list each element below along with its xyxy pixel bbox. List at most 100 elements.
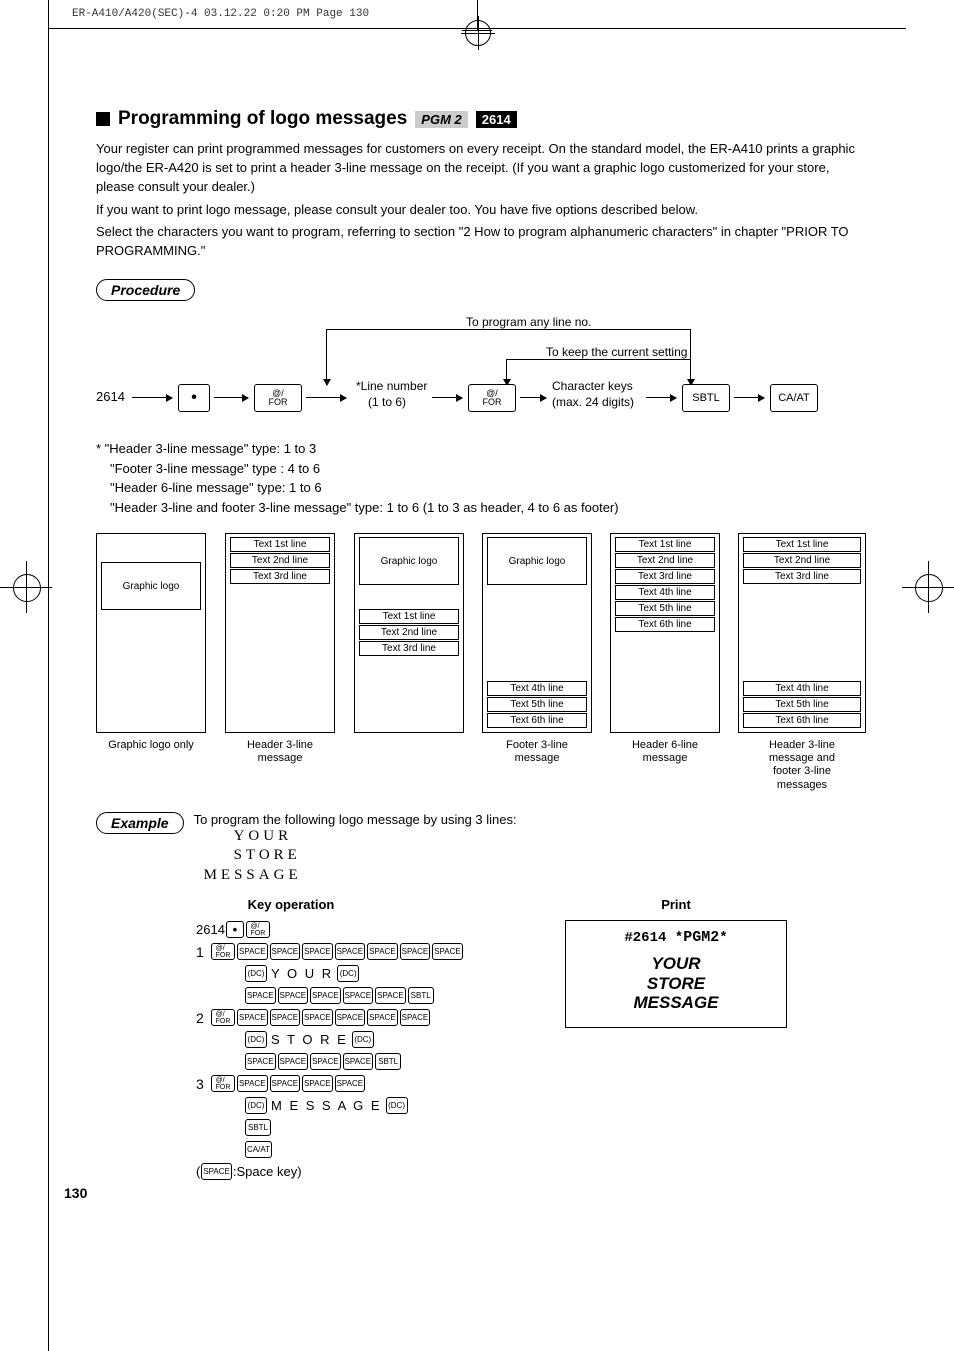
key-space: SPACE	[335, 1075, 366, 1092]
flow-char-range: (max. 24 digits)	[552, 395, 634, 409]
key-dc: (DC)	[386, 1097, 408, 1114]
key-sbtl: SBTL	[408, 987, 434, 1004]
example-intro: To program the following logo message by…	[194, 812, 517, 827]
key-word: S T O R E	[271, 1032, 348, 1047]
note-1: * "Header 3-line message" type: 1 to 3	[96, 439, 866, 459]
pgm-badge: PGM 2	[415, 111, 467, 128]
paragraph-1: Your register can print programmed messa…	[96, 140, 866, 197]
layout3-logo: Graphic logo	[359, 537, 459, 585]
key-for-2: @/FOR	[468, 384, 516, 412]
code-badge: 2614	[476, 111, 517, 128]
flow-line-range: (1 to 6)	[368, 395, 406, 409]
layout6-s2: Text 2nd line	[743, 553, 861, 568]
layout4-logo: Graphic logo	[487, 537, 587, 585]
key-space: SPACE	[400, 1009, 431, 1026]
paragraph-2: If you want to print logo message, pleas…	[96, 201, 866, 220]
note-2: "Footer 3-line message" type : 4 to 6	[110, 459, 866, 479]
note-3: "Header 6-line message" type: 1 to 6	[110, 478, 866, 498]
layout5-caption: Header 6-line message	[632, 739, 698, 765]
key-space: SPACE	[343, 987, 374, 1004]
layout6-s5: Text 5th line	[743, 697, 861, 712]
key-for: @/FOR	[211, 1075, 235, 1092]
key-sbtl-final: SBTL	[245, 1119, 271, 1136]
key-line-2-c: SPACESPACESPACESPACESBTL	[244, 1052, 486, 1071]
key-dot: •	[178, 384, 210, 412]
key-for: @/FOR	[211, 943, 235, 960]
layout6-s4: Text 4th line	[743, 681, 861, 696]
key-line-1-c: SPACESPACESPACESPACESPACESBTL	[244, 986, 486, 1005]
flow-keep-label: To keep the current setting	[546, 345, 687, 359]
key-dc: (DC)	[245, 965, 267, 982]
layout6-s1: Text 1st line	[743, 537, 861, 552]
flow-top-label: To program any line no.	[466, 315, 591, 329]
key-dot: •	[226, 921, 244, 938]
layout1-logo: Graphic logo	[101, 562, 201, 610]
layout3-s1: Text 1st line	[359, 609, 459, 624]
example-logo-1: YOUR	[234, 827, 517, 847]
key-space: SPACE	[432, 943, 463, 960]
key-caat: CA/AT	[770, 384, 818, 412]
flow-start-code: 2614	[96, 389, 125, 404]
layout4-s3: Text 6th line	[487, 713, 587, 728]
key-space: SPACE	[310, 1053, 341, 1070]
example-logo-3: MESSAGE	[204, 866, 517, 886]
flow-diagram: To program any line no. To keep the curr…	[96, 315, 866, 435]
key-sbtl: SBTL	[375, 1053, 401, 1070]
layout4-caption: Footer 3-line message	[506, 739, 568, 765]
print-result-header: #2614 *PGM2*	[566, 929, 786, 946]
key-space: SPACE	[335, 943, 366, 960]
layout2-s3: Text 3rd line	[230, 569, 330, 584]
layout4-s2: Text 5th line	[487, 697, 587, 712]
key-line-3-a: 3@/FORSPACESPACESPACESPACE	[196, 1074, 486, 1093]
bullet-icon	[96, 112, 110, 126]
footnote-open: (	[196, 1164, 200, 1179]
paragraph-3: Select the characters you want to progra…	[96, 223, 866, 261]
key-word: Y O U R	[271, 966, 333, 981]
key-space: SPACE	[237, 1075, 268, 1092]
print-line-1: YOUR	[566, 954, 786, 974]
key-space: SPACE	[302, 943, 333, 960]
key-for: @/FOR	[246, 921, 270, 938]
print-line-2: STORE	[566, 974, 786, 994]
layout3-s2: Text 2nd line	[359, 625, 459, 640]
flow-char-label: Character keys	[552, 379, 633, 393]
notes: * "Header 3-line message" type: 1 to 3 "…	[96, 439, 866, 517]
layout2-s2: Text 2nd line	[230, 553, 330, 568]
layout3-s3: Text 3rd line	[359, 641, 459, 656]
layout2-s1: Text 1st line	[230, 537, 330, 552]
key-space: SPACE	[310, 987, 341, 1004]
layout4-s1: Text 4th line	[487, 681, 587, 696]
print-header-label: Print	[486, 897, 866, 912]
layout5-s3: Text 3rd line	[615, 569, 715, 584]
key-space: SPACE	[375, 987, 406, 1004]
key-space: SPACE	[245, 1053, 276, 1070]
layout5-s2: Text 2nd line	[615, 553, 715, 568]
flow-line-label: *Line number	[356, 379, 427, 393]
key-space: SPACE	[278, 987, 309, 1004]
page-number: 130	[64, 1185, 87, 1201]
key-for: @/FOR	[211, 1009, 235, 1026]
key-space: SPACE	[237, 943, 268, 960]
key-line-1-b: (DC)Y O U R(DC)	[244, 964, 486, 983]
layout6-caption: Header 3-line message and footer 3-line …	[769, 739, 835, 792]
key-space: SPACE	[270, 943, 301, 960]
layout6-s6: Text 6th line	[743, 713, 861, 728]
key-space: SPACE	[343, 1053, 374, 1070]
title-text: Programming of logo messages	[118, 108, 407, 130]
key-space: SPACE	[302, 1009, 333, 1026]
keyseq-start: 2614	[196, 922, 225, 937]
key-line-2-b: (DC)S T O R E(DC)	[244, 1030, 486, 1049]
print-job-header: ER-A410/A420(SEC)-4 03.12.22 0:20 PM Pag…	[72, 8, 369, 20]
layout5-s1: Text 1st line	[615, 537, 715, 552]
layout-options: Graphic logo Graphic logo only Text 1st …	[96, 533, 866, 792]
key-dc: (DC)	[352, 1031, 374, 1048]
key-op-header: Key operation	[96, 897, 486, 912]
key-space: SPACE	[270, 1009, 301, 1026]
key-space: SPACE	[302, 1075, 333, 1092]
key-line-2-a: 2@/FORSPACESPACESPACESPACESPACESPACE	[196, 1008, 486, 1027]
layout5-s5: Text 5th line	[615, 601, 715, 616]
key-sbtl: SBTL	[682, 384, 730, 412]
footnote-text: :Space key)	[233, 1164, 302, 1179]
key-line-1-a: 1@/FORSPACESPACESPACESPACESPACESPACESPAC…	[196, 942, 486, 961]
key-line-num: 1	[196, 944, 210, 960]
